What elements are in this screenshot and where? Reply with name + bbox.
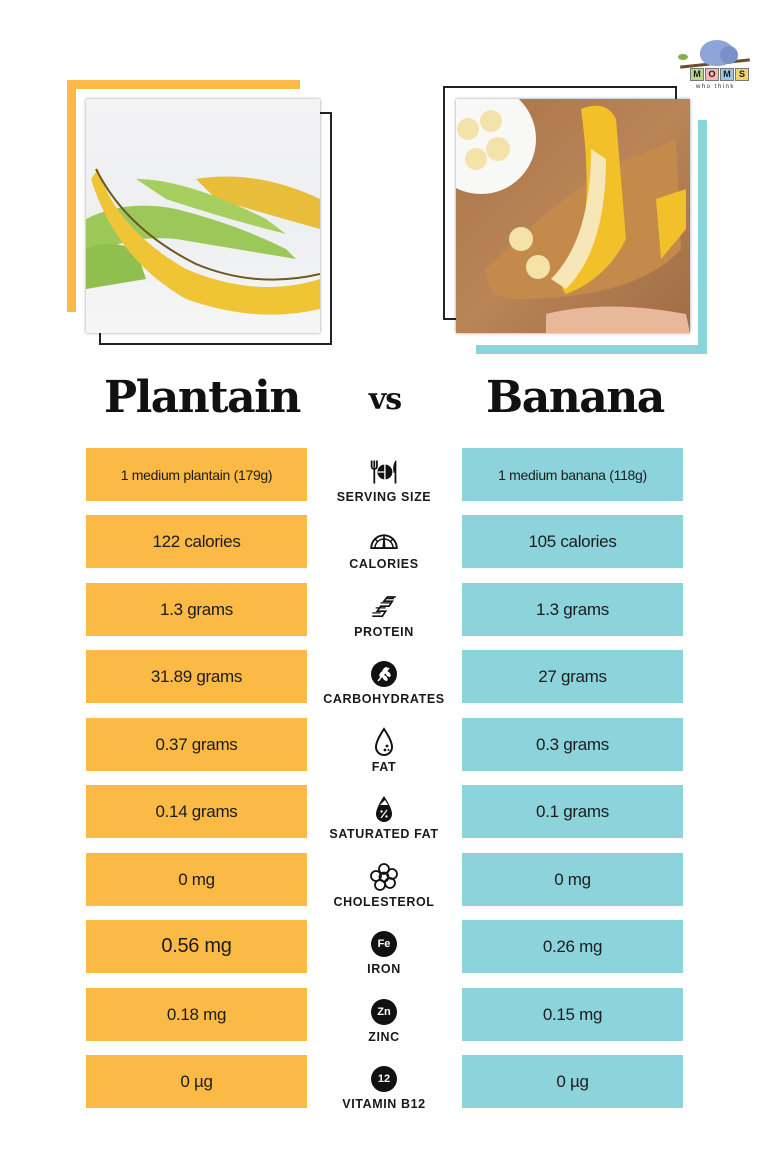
nutrient-label-group: CALORIES — [316, 509, 452, 571]
banana-accent-bar — [476, 345, 707, 354]
row-fat: 0.37 grams FAT 0.3 grams — [0, 718, 768, 774]
plantain-value: 0 µg — [86, 1055, 307, 1108]
plantain-value: 0 mg — [86, 853, 307, 906]
nutrient-label-group: Fe IRON — [316, 914, 452, 976]
bird-icon — [720, 46, 738, 64]
iron-badge: Fe — [371, 931, 397, 957]
protein-chain-icon — [369, 592, 399, 622]
nutrient-label-group: SATURATED FAT — [316, 779, 452, 841]
gauge-icon — [369, 524, 399, 554]
vs-label: vs — [368, 382, 402, 417]
nutrient-label-group: PROTEIN — [316, 577, 452, 639]
nutrient-label: SERVING SIZE — [336, 490, 432, 504]
droplet-percent-icon — [369, 794, 399, 824]
banana-value: 27 grams — [462, 650, 683, 703]
iron-icon: Fe — [369, 929, 399, 959]
nutrient-label: FAT — [371, 760, 397, 774]
banana-title: Banana — [486, 372, 665, 423]
vitamin-b12-icon: 12 — [369, 1064, 399, 1094]
leaf-decoration — [678, 54, 688, 60]
logo-letter: O — [705, 68, 719, 81]
plantain-value: 0.14 grams — [86, 785, 307, 838]
nutrient-label-group: CARBOHYDRATES — [316, 644, 452, 706]
plantain-value: 0.37 grams — [86, 718, 307, 771]
plantain-photo — [86, 99, 320, 333]
nutrient-label-group: SERVING SIZE — [316, 442, 452, 504]
banana-accent-bar — [698, 120, 707, 354]
nutrient-label: PROTEIN — [354, 625, 414, 639]
plantain-value: 31.89 grams — [86, 650, 307, 703]
row-vitamin-b12: 0 µg 12 VITAMIN B12 0 µg — [0, 1055, 768, 1111]
nutrient-label-group: FAT — [316, 712, 452, 774]
row-protein: 1.3 grams PROTEIN 1.3 grams — [0, 583, 768, 639]
banana-value: 105 calories — [462, 515, 683, 568]
plantain-value: 1.3 grams — [86, 583, 307, 636]
plantain-title: Plantain — [104, 372, 301, 423]
plantain-value: 1 medium plantain (179g) — [86, 448, 307, 501]
banana-value: 1 medium banana (118g) — [462, 448, 683, 501]
plantain-accent-bar — [67, 80, 76, 312]
plantain-value: 122 calories — [86, 515, 307, 568]
row-saturated-fat: 0.14 grams SATURATED FAT 0.1 grams — [0, 785, 768, 841]
plate-fork-knife-icon — [369, 457, 399, 487]
banana-value: 0 µg — [462, 1055, 683, 1108]
nutrient-label: ZINC — [368, 1030, 400, 1044]
row-cholesterol: 0 mg CHOLESTEROL 0 mg — [0, 853, 768, 909]
nutrient-label: IRON — [367, 962, 401, 976]
wheat-icon — [369, 659, 399, 689]
banana-illustration — [456, 99, 690, 333]
banana-photo — [456, 99, 690, 333]
logo-letter: M — [690, 68, 704, 81]
row-carbohydrates: 31.89 grams CARBOHYDRATES 27 grams — [0, 650, 768, 706]
nutrient-label: CALORIES — [349, 557, 419, 571]
nutrient-label: SATURATED FAT — [329, 827, 439, 841]
moms-who-think-logo: M O M S who think — [676, 40, 756, 100]
plantain-value: 0.56 mg — [86, 920, 307, 973]
row-zinc: 0.18 mg Zn ZINC 0.15 mg — [0, 988, 768, 1044]
nutrient-label-group: 12 VITAMIN B12 — [316, 1049, 452, 1111]
row-serving-size: 1 medium plantain (179g) SERVING SIZE 1 … — [0, 448, 768, 504]
zinc-badge: Zn — [371, 999, 397, 1025]
vitamin-b12-badge: 12 — [371, 1066, 397, 1092]
nutrient-label: VITAMIN B12 — [342, 1097, 426, 1111]
banana-value: 0 mg — [462, 853, 683, 906]
logo-letter: M — [720, 68, 734, 81]
logo-tagline: who think — [696, 84, 735, 90]
nutrient-label: CARBOHYDRATES — [323, 692, 445, 706]
banana-value: 0.26 mg — [462, 920, 683, 973]
nutrient-label-group: CHOLESTEROL — [316, 847, 452, 909]
zinc-icon: Zn — [369, 997, 399, 1027]
banana-value: 0.15 mg — [462, 988, 683, 1041]
banana-value: 0.3 grams — [462, 718, 683, 771]
nutrient-label-group: Zn ZINC — [316, 982, 452, 1044]
logo-letter: S — [735, 68, 749, 81]
droplet-icon — [369, 727, 399, 757]
banana-value: 1.3 grams — [462, 583, 683, 636]
logo-blocks: M O M S — [690, 68, 749, 81]
banana-value: 0.1 grams — [462, 785, 683, 838]
nutrient-label: CHOLESTEROL — [333, 895, 435, 909]
row-calories: 122 calories CALORIES 105 calories — [0, 515, 768, 571]
cholesterol-icon — [369, 862, 399, 892]
plantain-accent-bar — [67, 80, 300, 89]
plantain-illustration — [86, 168, 320, 315]
plantain-value: 0.18 mg — [86, 988, 307, 1041]
row-iron: 0.56 mg Fe IRON 0.26 mg — [0, 920, 768, 976]
